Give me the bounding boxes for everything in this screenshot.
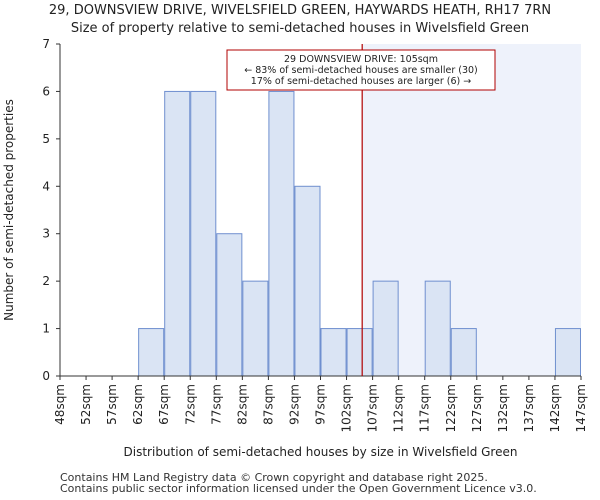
y-tick-label: 3 bbox=[42, 227, 50, 241]
x-tick-label: 127sqm bbox=[470, 384, 484, 432]
attribution: Contains HM Land Registry data © Crown c… bbox=[60, 472, 537, 494]
annotation-box bbox=[226, 49, 496, 91]
y-tick-label: 4 bbox=[42, 179, 50, 193]
y-tick-label: 0 bbox=[42, 369, 50, 383]
x-tick-label: 132sqm bbox=[496, 384, 510, 432]
bar bbox=[190, 90, 217, 377]
x-tick-label: 62sqm bbox=[131, 384, 145, 425]
chart-subtitle: Size of property relative to semi-detach… bbox=[70, 21, 530, 36]
x-tick-label: 107sqm bbox=[366, 384, 380, 432]
bar bbox=[372, 280, 399, 377]
attribution-line-2: Contains public sector information licen… bbox=[60, 482, 537, 495]
chart-title: 29, DOWNSVIEW DRIVE, WIVELSFIELD GREEN, … bbox=[48, 3, 552, 18]
bar bbox=[164, 90, 191, 377]
chart-header: 29, DOWNSVIEW DRIVE, WIVELSFIELD GREEN, … bbox=[0, 2, 600, 38]
x-tick-label: 72sqm bbox=[183, 384, 197, 425]
bar bbox=[320, 328, 347, 377]
x-tick-label: 117sqm bbox=[418, 384, 432, 432]
y-tick-label: 7 bbox=[42, 37, 50, 51]
x-tick-label: 97sqm bbox=[314, 384, 328, 425]
x-tick-label: 52sqm bbox=[79, 384, 93, 425]
bar bbox=[268, 90, 295, 377]
x-tick-label: 77sqm bbox=[209, 384, 223, 425]
bar bbox=[294, 185, 321, 377]
y-axis-title: Number of semi-detached properties bbox=[2, 99, 16, 321]
x-tick-label: 48sqm bbox=[53, 384, 67, 425]
bar bbox=[424, 280, 451, 377]
attribution-line-1: Contains HM Land Registry data © Crown c… bbox=[60, 471, 488, 484]
x-tick-label: 137sqm bbox=[522, 384, 536, 432]
bar bbox=[242, 280, 269, 377]
x-tick-label: 92sqm bbox=[287, 384, 301, 425]
bar bbox=[346, 328, 373, 377]
x-tick-label: 67sqm bbox=[157, 384, 171, 425]
x-tick-label: 112sqm bbox=[392, 384, 406, 432]
y-tick-label: 5 bbox=[42, 132, 50, 146]
x-tick-label: 87sqm bbox=[261, 384, 275, 425]
x-axis-title: Distribution of semi-detached houses by … bbox=[124, 445, 518, 459]
y-tick-label: 6 bbox=[42, 84, 50, 98]
bar bbox=[138, 328, 165, 377]
x-tick-label: 122sqm bbox=[444, 384, 458, 432]
y-tick-label: 1 bbox=[42, 322, 50, 336]
y-tick-label: 2 bbox=[42, 274, 50, 288]
annotation-line: 29 DOWNSVIEW DRIVE: 105sqm bbox=[284, 54, 438, 65]
bar bbox=[216, 233, 243, 377]
bar bbox=[450, 328, 477, 377]
x-tick-label: 57sqm bbox=[105, 384, 119, 425]
x-tick-label: 142sqm bbox=[548, 384, 562, 432]
bar bbox=[554, 328, 582, 377]
annotation-line: 17% of semi-detached houses are larger (… bbox=[251, 76, 471, 87]
annotation-line: ← 83% of semi-detached houses are smalle… bbox=[244, 65, 478, 76]
x-tick-label: 147sqm bbox=[574, 384, 588, 432]
x-tick-label: 82sqm bbox=[235, 384, 249, 425]
x-tick-label: 102sqm bbox=[340, 384, 354, 432]
